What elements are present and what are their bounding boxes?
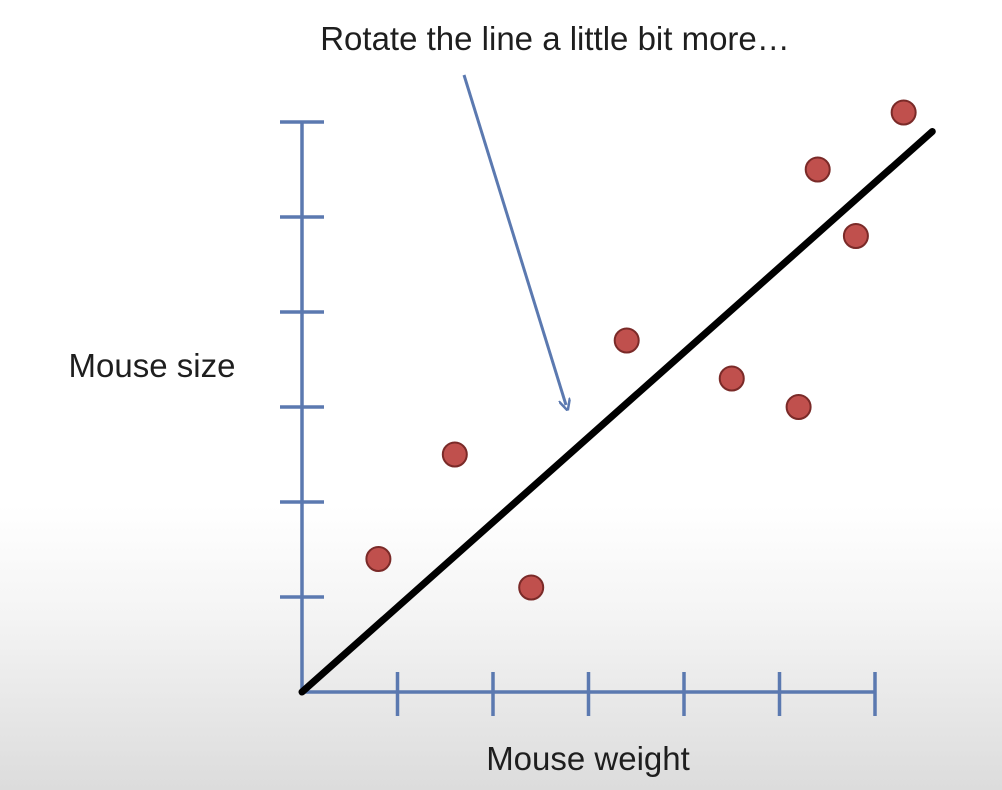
y-axis-ticks — [280, 120, 324, 599]
data-point-8 — [842, 223, 869, 249]
data-point-6 — [785, 394, 812, 420]
data-point-3 — [518, 574, 545, 601]
fit-line — [298, 128, 936, 696]
data-point-2 — [441, 441, 468, 468]
data-point-1 — [365, 546, 392, 572]
data-point-9 — [890, 99, 917, 126]
y-axis-label: Mouse size — [69, 347, 236, 384]
data-point-7 — [804, 156, 831, 183]
x-axis-ticks — [395, 672, 877, 716]
data-points — [365, 99, 917, 601]
axes — [280, 120, 877, 716]
data-point-4 — [613, 327, 640, 354]
x-axis-label: Mouse weight — [486, 740, 690, 777]
annotation-arrow — [462, 74, 566, 405]
chart-title: Rotate the line a little bit more… — [320, 20, 790, 57]
data-point-5 — [718, 365, 745, 392]
